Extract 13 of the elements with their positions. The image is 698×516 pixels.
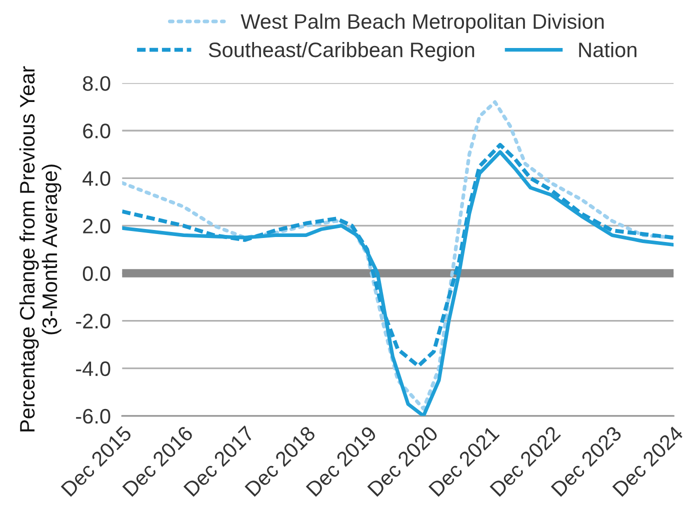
y-tick-label: 4.0 — [82, 171, 110, 186]
y-tick-label: -2.0 — [76, 314, 110, 329]
legend-label: Southeast/Caribbean Region — [208, 42, 474, 62]
y-tick-label: -6.0 — [76, 408, 110, 424]
y-tick-label: 2.0 — [83, 218, 110, 234]
legend-label: Nation — [579, 42, 636, 58]
y-tick-label: 0.0 — [82, 266, 110, 282]
legend-label: West Palm Beach Metropolitan Division — [240, 14, 604, 34]
y-tick-label: -4.0 — [76, 361, 110, 376]
line-series — [122, 100, 674, 411]
y-axis-title: Percentage Change from Previous Year (3-Month Average) — [19, 66, 62, 432]
y-tick-label: 6.0 — [83, 124, 110, 138]
y-tick-label: 8.0 — [82, 76, 110, 91]
